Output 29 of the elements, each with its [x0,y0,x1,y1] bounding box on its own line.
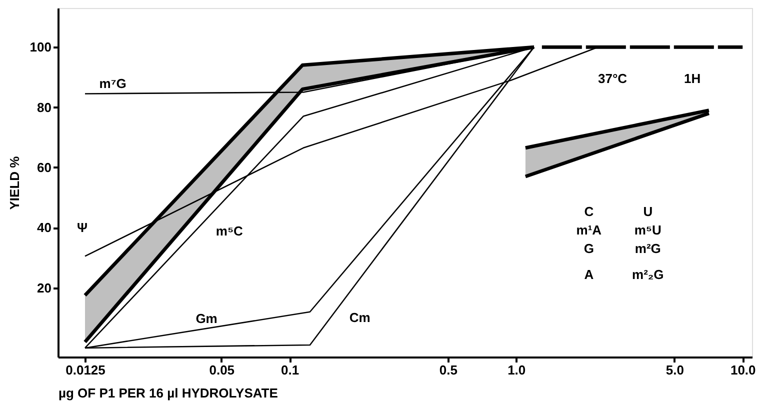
annotation: G [584,240,594,256]
annotation: m⁵C [216,223,244,238]
annotation: m²₂G [632,266,664,282]
y-tick-label: 60 [37,160,52,175]
y-tick-label: 40 [37,220,52,236]
annotation: m⁵U [634,222,662,238]
y-axis-title: YIELD % [6,156,22,210]
x-tick-label: 0.1 [281,362,300,378]
x-tick-label: 0.5 [439,362,458,378]
x-tick-label: 5.0 [666,362,684,378]
annotation: U [643,204,653,219]
annotation: A [584,266,594,282]
annotation: 1H [684,71,701,86]
annotation: Cm [349,310,370,325]
x-tick-label: 1.0 [508,362,526,378]
annotation: 37°C [598,71,628,86]
y-tick-label: 100 [30,40,52,55]
x-tick-label: 10.0 [730,362,756,378]
x-axis-title: µg OF P1 PER 16 µl HYDROLYSATE [58,386,278,400]
annotation: m⁷G [99,76,126,92]
annotation: m²G [634,240,661,256]
x-tick-label: 0.05 [209,362,235,378]
x-tick-label: 0.0125 [66,362,106,378]
y-tick-label: 80 [37,100,52,115]
annotation: C [584,204,594,219]
annotation: Ψ [77,220,88,236]
annotation: Gm [196,310,218,326]
y-tick-label: 20 [37,280,52,296]
annotation: m¹A [576,222,602,238]
